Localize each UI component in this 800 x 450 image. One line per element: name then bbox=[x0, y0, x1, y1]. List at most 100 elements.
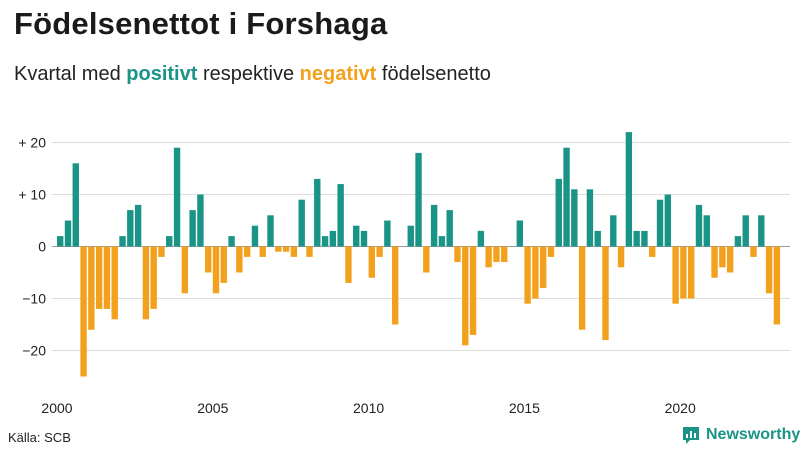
bar bbox=[337, 184, 344, 247]
bar bbox=[501, 246, 508, 263]
bar bbox=[454, 246, 461, 263]
bar bbox=[119, 236, 126, 247]
x-tick-label: 2020 bbox=[665, 400, 696, 416]
bar bbox=[236, 246, 243, 273]
subtitle-suffix: födelsenetto bbox=[376, 63, 491, 85]
newsworthy-logo-icon bbox=[683, 427, 699, 444]
bar bbox=[158, 246, 165, 257]
bar bbox=[555, 178, 562, 247]
brand-logo: Newsworthy bbox=[681, 425, 800, 445]
y-axis: + 20 + 10 0 −10 −20 bbox=[18, 135, 46, 359]
bar bbox=[602, 246, 609, 341]
bar bbox=[758, 215, 765, 247]
bar bbox=[57, 236, 64, 247]
bar bbox=[750, 246, 757, 257]
bar bbox=[384, 220, 391, 247]
subtitle-negative: negativt bbox=[299, 63, 377, 85]
bar bbox=[95, 246, 103, 309]
bar bbox=[391, 246, 399, 325]
bar bbox=[407, 225, 414, 247]
bar bbox=[329, 230, 337, 247]
x-tick-label: 2015 bbox=[509, 400, 540, 416]
bar bbox=[719, 246, 726, 268]
bar bbox=[438, 236, 446, 247]
x-tick-label: 2005 bbox=[197, 400, 228, 416]
bar bbox=[695, 204, 703, 247]
bar bbox=[641, 230, 648, 247]
bar bbox=[88, 246, 95, 330]
bar bbox=[173, 147, 181, 247]
bar bbox=[485, 246, 492, 268]
bar bbox=[633, 230, 640, 247]
bar bbox=[703, 215, 710, 247]
bar bbox=[664, 194, 672, 247]
bar bbox=[220, 246, 227, 283]
bar bbox=[290, 246, 298, 257]
source-label: Källa: SCB bbox=[8, 430, 71, 445]
bar bbox=[594, 230, 601, 247]
bar bbox=[111, 246, 118, 320]
bar bbox=[72, 163, 79, 247]
bar bbox=[251, 225, 259, 247]
bar bbox=[150, 246, 157, 309]
bar bbox=[103, 246, 111, 309]
bar bbox=[586, 189, 594, 247]
bar bbox=[205, 246, 212, 273]
bar bbox=[462, 246, 469, 346]
y-tick-label: 0 bbox=[38, 239, 46, 255]
bar bbox=[516, 220, 524, 247]
x-axis: 2000 2005 2010 2015 2020 bbox=[41, 400, 696, 416]
bar bbox=[469, 246, 477, 335]
subtitle-middle: respektive bbox=[197, 63, 300, 85]
bar bbox=[687, 246, 695, 299]
bar bbox=[446, 210, 453, 247]
subtitle-prefix: Kvartal med bbox=[14, 63, 127, 85]
bar bbox=[80, 246, 87, 377]
bar bbox=[306, 246, 313, 257]
bar bbox=[477, 230, 485, 247]
bar bbox=[228, 236, 235, 247]
bar bbox=[742, 215, 749, 247]
y-tick-label: −20 bbox=[22, 343, 46, 359]
bar bbox=[680, 246, 687, 299]
bar bbox=[360, 230, 368, 247]
chart-subtitle: Kvartal med positivt respektive negativt… bbox=[14, 63, 491, 86]
bar bbox=[243, 246, 251, 257]
bar bbox=[275, 246, 282, 252]
bar bbox=[197, 194, 204, 247]
bar bbox=[773, 246, 781, 325]
bar bbox=[765, 246, 773, 294]
bar bbox=[726, 246, 734, 273]
bar bbox=[368, 246, 375, 278]
bar bbox=[64, 220, 72, 247]
bar bbox=[189, 210, 196, 247]
bar bbox=[134, 204, 142, 247]
brand-name: Newsworthy bbox=[706, 426, 800, 443]
bar bbox=[415, 152, 422, 247]
bar bbox=[430, 204, 438, 247]
x-tick-label: 2000 bbox=[41, 400, 72, 416]
bar bbox=[539, 246, 547, 289]
bar bbox=[617, 246, 625, 268]
chart-title: Födelsenettot i Forshaga bbox=[14, 6, 388, 41]
bar bbox=[734, 236, 742, 247]
bar bbox=[259, 246, 266, 257]
bar bbox=[166, 236, 173, 247]
bar bbox=[423, 246, 430, 273]
x-tick-label: 2010 bbox=[353, 400, 384, 416]
bar bbox=[321, 236, 329, 247]
bar bbox=[142, 246, 150, 320]
bar bbox=[672, 246, 679, 304]
bar bbox=[298, 199, 305, 247]
bar bbox=[524, 246, 531, 304]
bar bbox=[282, 246, 290, 252]
bar bbox=[181, 246, 189, 294]
bar bbox=[353, 225, 360, 247]
bar bbox=[345, 246, 352, 283]
bar bbox=[532, 246, 539, 299]
subtitle-positive: positivt bbox=[126, 63, 198, 85]
bar bbox=[625, 132, 633, 247]
bar bbox=[127, 210, 134, 247]
bar bbox=[376, 246, 383, 257]
y-tick-label: + 20 bbox=[18, 135, 46, 151]
